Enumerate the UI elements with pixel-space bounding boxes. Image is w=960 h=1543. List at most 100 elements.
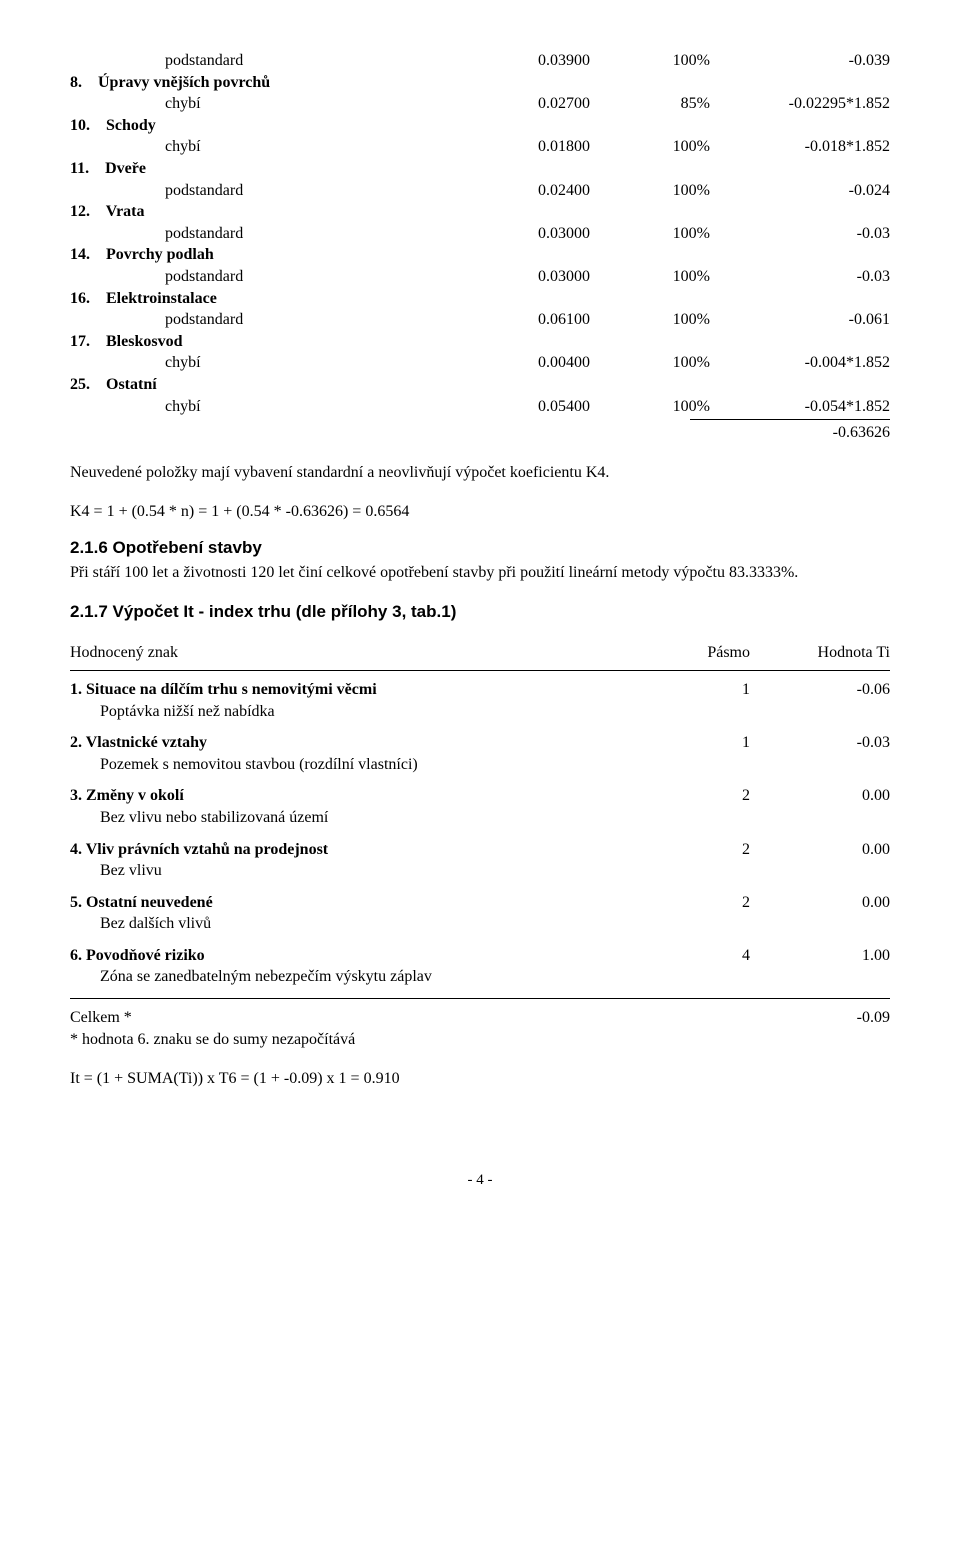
item-row: 8. Úpravy vnějších povrchů (70, 72, 890, 94)
item-val3: -0.039 (710, 50, 890, 72)
table-header: Hodnocený znak Pásmo Hodnota Ti (70, 636, 890, 671)
row-label: 6. Povodňové riziko (70, 945, 630, 967)
item-val1: 0.06100 (470, 309, 590, 331)
item-val2: 100% (590, 136, 710, 158)
row-pasmo: 2 (630, 892, 750, 914)
table-row: 1. Situace na dílčím trhu s nemovitými v… (70, 671, 890, 701)
item-label: podstandard (70, 50, 470, 72)
item-row: chybí0.01800100%-0.018*1.852 (70, 136, 890, 158)
row-pasmo: 2 (630, 839, 750, 861)
row-sub: Poptávka nižší než nabídka (70, 701, 890, 723)
item-val1: 0.02400 (470, 180, 590, 202)
total-label: Celkem * (70, 1007, 750, 1029)
item-label: 17. Bleskosvod (70, 331, 890, 353)
item-val1: 0.05400 (470, 396, 590, 418)
item-val1: 0.00400 (470, 352, 590, 374)
item-val2: 100% (590, 180, 710, 202)
table-row: 4. Vliv právních vztahů na prodejnost20.… (70, 831, 890, 861)
th-hodnota-ti: Hodnota Ti (750, 642, 890, 664)
row-pasmo: 2 (630, 785, 750, 807)
item-val3: -0.03 (710, 223, 890, 245)
item-label: chybí (70, 136, 470, 158)
row-label: 4. Vliv právních vztahů na prodejnost (70, 839, 630, 861)
item-row: podstandard0.06100100%-0.061 (70, 309, 890, 331)
item-val2: 100% (590, 223, 710, 245)
item-val2: 100% (590, 309, 710, 331)
row-pasmo: 1 (630, 679, 750, 701)
table-body: 1. Situace na dílčím trhu s nemovitými v… (70, 671, 890, 988)
row-sub: Bez vlivu (70, 860, 890, 882)
row-sub: Bez vlivu nebo stabilizovaná území (70, 807, 890, 829)
item-val1: 0.01800 (470, 136, 590, 158)
item-row: 12. Vrata (70, 201, 890, 223)
item-row: chybí0.00400100%-0.004*1.852 (70, 352, 890, 374)
item-val2: 100% (590, 352, 710, 374)
row-value: -0.03 (750, 732, 890, 754)
paragraph-k4-info: Neuvedené položky mají vybavení standard… (70, 462, 890, 484)
total-note: * hodnota 6. znaku se do sumy nezapočítá… (70, 1029, 890, 1051)
item-label: 25. Ostatní (70, 374, 890, 396)
item-row: 25. Ostatní (70, 374, 890, 396)
row-pasmo: 1 (630, 732, 750, 754)
page-number: - 4 - (70, 1170, 890, 1190)
total-row: Celkem * -0.09 (70, 998, 890, 1029)
row-value: 0.00 (750, 892, 890, 914)
table-row: 2. Vlastnické vztahy1-0.03 (70, 724, 890, 754)
sum-row: -0.63626 (70, 422, 890, 444)
item-label: chybí (70, 396, 470, 418)
item-val2: 100% (590, 266, 710, 288)
row-label: 3. Změny v okolí (70, 785, 630, 807)
row-label: 5. Ostatní neuvedené (70, 892, 630, 914)
item-label: 16. Elektroinstalace (70, 288, 890, 310)
section-216-title: 2.1.6 Opotřebení stavby (70, 537, 890, 560)
item-row: 17. Bleskosvod (70, 331, 890, 353)
item-row: 16. Elektroinstalace (70, 288, 890, 310)
item-val3: -0.018*1.852 (710, 136, 890, 158)
item-row: podstandard0.03900100%-0.039 (70, 50, 890, 72)
sum-divider (690, 419, 890, 420)
row-sub: Bez dalších vlivů (70, 913, 890, 935)
row-sub: Zóna se zanedbatelným nebezpečím výskytu… (70, 966, 890, 988)
table-row: 3. Změny v okolí20.00 (70, 777, 890, 807)
item-val2: 85% (590, 93, 710, 115)
row-value: 0.00 (750, 839, 890, 861)
item-val3: -0.054*1.852 (710, 396, 890, 418)
section-216-text: Při stáří 100 let a životnosti 120 let č… (70, 562, 890, 584)
item-row: 14. Povrchy podlah (70, 244, 890, 266)
item-val3: -0.03 (710, 266, 890, 288)
formula-k4: K4 = 1 + (0.54 * n) = 1 + (0.54 * -0.636… (70, 501, 890, 523)
section-217-title: 2.1.7 Výpočet It - index trhu (dle přílo… (70, 601, 890, 624)
row-label: 2. Vlastnické vztahy (70, 732, 630, 754)
item-label: 11. Dveře (70, 158, 890, 180)
item-row: chybí0.05400100%-0.054*1.852 (70, 396, 890, 418)
item-label: 14. Povrchy podlah (70, 244, 890, 266)
th-pasmo: Pásmo (630, 642, 750, 664)
item-row: 10. Schody (70, 115, 890, 137)
item-label: 8. Úpravy vnějších povrchů (70, 72, 890, 94)
item-label: 10. Schody (70, 115, 890, 137)
item-row: 11. Dveře (70, 158, 890, 180)
row-value: 0.00 (750, 785, 890, 807)
item-label: podstandard (70, 266, 470, 288)
item-val1: 0.02700 (470, 93, 590, 115)
formula-it: It = (1 + SUMA(Ti)) x T6 = (1 + -0.09) x… (70, 1068, 890, 1090)
item-val1: 0.03000 (470, 223, 590, 245)
item-val2: 100% (590, 50, 710, 72)
item-val3: -0.02295*1.852 (710, 93, 890, 115)
item-label: podstandard (70, 180, 470, 202)
item-val3: -0.004*1.852 (710, 352, 890, 374)
table-row: 6. Povodňové riziko41.00 (70, 937, 890, 967)
item-label: 12. Vrata (70, 201, 890, 223)
item-label: chybí (70, 352, 470, 374)
item-val3: -0.024 (710, 180, 890, 202)
item-row: podstandard0.02400100%-0.024 (70, 180, 890, 202)
table-row: 5. Ostatní neuvedené20.00 (70, 884, 890, 914)
item-row: chybí0.0270085%-0.02295*1.852 (70, 93, 890, 115)
sum-value: -0.63626 (710, 422, 890, 444)
item-val2: 100% (590, 396, 710, 418)
th-hodnoceny-znak: Hodnocený znak (70, 642, 630, 664)
row-sub: Pozemek s nemovitou stavbou (rozdílní vl… (70, 754, 890, 776)
item-val3: -0.061 (710, 309, 890, 331)
items-list: podstandard0.03900100%-0.0398. Úpravy vn… (70, 50, 890, 417)
item-val1: 0.03900 (470, 50, 590, 72)
